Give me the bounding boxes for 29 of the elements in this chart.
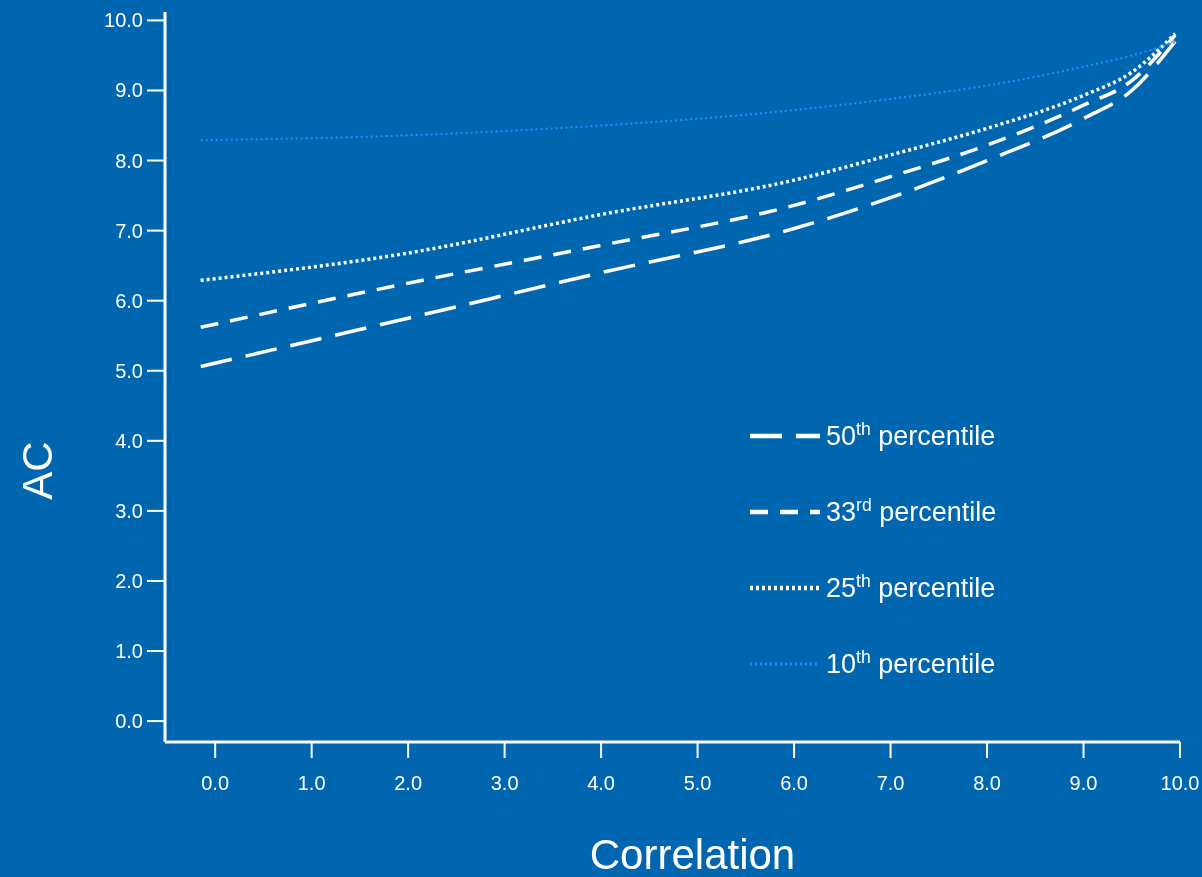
legend-label: 25$^{th}$ percentile (826, 571, 996, 603)
x-tick-label: 9.0 (1069, 772, 1098, 794)
y-tick-label: 6.0 (115, 289, 143, 312)
legend-label: 50$^{th}$ percentile (826, 419, 996, 451)
x-tick-label: 5.0 (683, 772, 712, 794)
x-tick-label: 3.0 (490, 772, 519, 794)
x-tick-label: 8.0 (973, 772, 1001, 794)
x-axis-title: Correlation (589, 831, 796, 877)
x-tick-label: 4.0 (587, 772, 616, 794)
legend-label: 33$^{rd}$ percentile (826, 495, 997, 527)
x-tick-label: 10.0 (1160, 772, 1200, 794)
y-tick-label: 0.0 (115, 710, 143, 733)
y-tick-label: 2.0 (115, 569, 143, 592)
line-series (199, 41, 1177, 142)
y-axis-title: AC (14, 441, 61, 500)
y-tick-label: 9.0 (115, 79, 143, 102)
legend-label: 10$^{th}$ percentile (826, 647, 996, 679)
x-tick-label: 2.0 (394, 772, 423, 794)
x-tick-label: 0.0 (201, 772, 230, 794)
y-tick-label: 4.0 (115, 429, 143, 452)
y-tick-label: 10.0 (104, 9, 143, 32)
y-tick-label: 1.0 (115, 640, 143, 663)
x-tick-label: 6.0 (780, 772, 808, 794)
y-tick-label: 8.0 (115, 149, 143, 172)
y-tick-label: 3.0 (115, 499, 143, 522)
x-tick-label: 7.0 (876, 772, 905, 794)
x-tick-label: 1.0 (297, 772, 326, 794)
y-tick-label: 5.0 (115, 359, 143, 382)
y-tick-label: 7.0 (115, 219, 143, 242)
